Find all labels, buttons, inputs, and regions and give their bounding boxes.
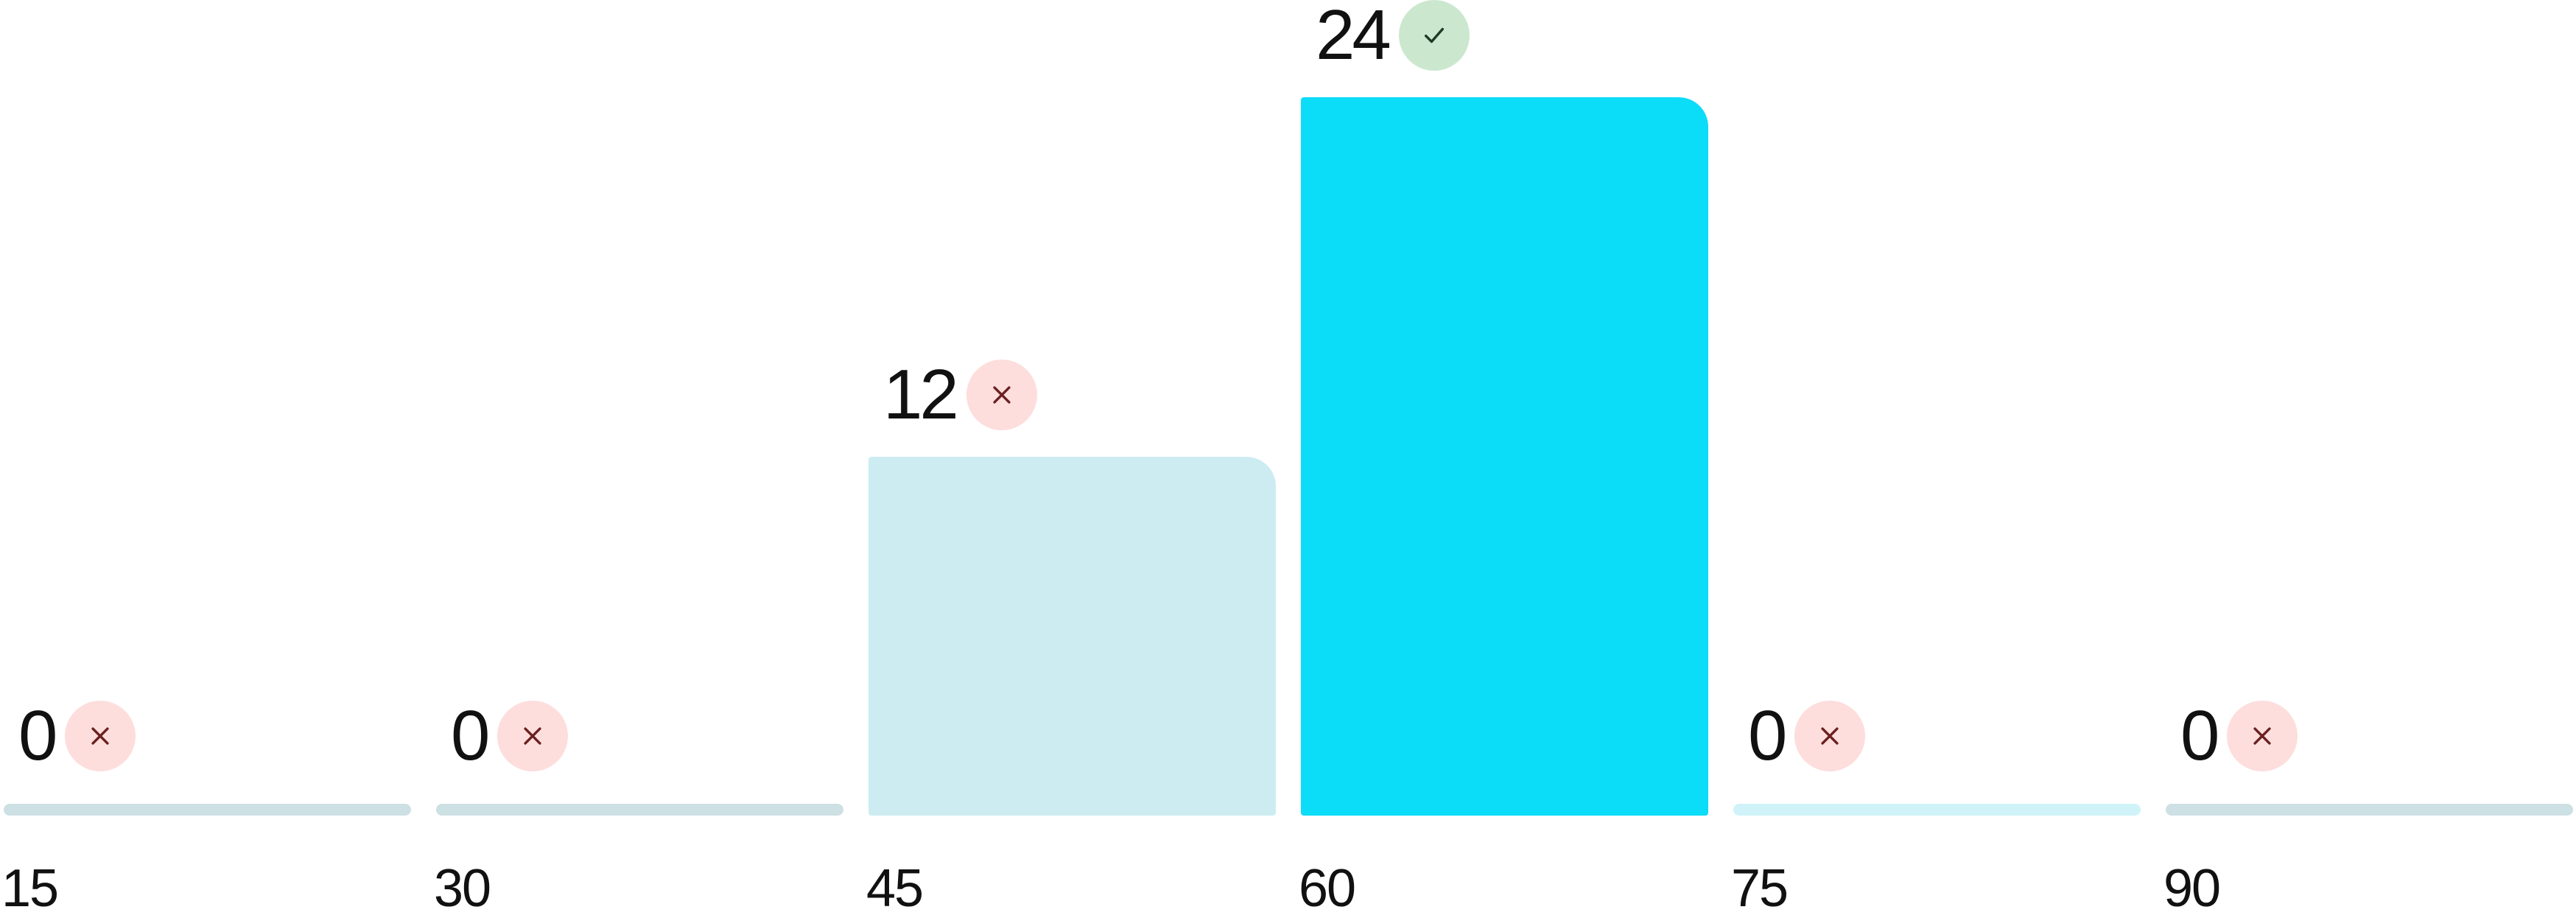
correct-badge — [1398, 0, 1470, 71]
bar-value-label: 0 — [2180, 701, 2298, 771]
bar[interactable] — [4, 804, 411, 816]
bar[interactable] — [436, 804, 843, 816]
bar-column-60 — [1301, 97, 1708, 816]
bar[interactable] — [868, 456, 1276, 816]
bar-column-75 — [1733, 804, 2141, 816]
x-tick-label: 15 — [1, 859, 59, 918]
close-icon — [989, 382, 1014, 407]
bar-column-45 — [868, 456, 1276, 816]
bar-value-text: 12 — [883, 354, 959, 434]
bar-column-30 — [436, 804, 843, 816]
incorrect-badge — [966, 359, 1037, 430]
close-icon — [2250, 723, 2275, 749]
bar[interactable] — [2166, 804, 2573, 816]
x-tick-label: 75 — [1731, 859, 1789, 918]
close-icon — [88, 723, 113, 749]
x-tick-label: 90 — [2163, 859, 2221, 918]
close-icon — [1817, 723, 1842, 749]
bar-value-label: 24 — [1316, 0, 1470, 71]
bar-value-text: 0 — [451, 696, 490, 775]
bar-value-label: 12 — [883, 354, 1037, 434]
incorrect-badge — [1794, 701, 1866, 771]
bar-value-text: 0 — [1748, 696, 1787, 775]
x-tick-label: 45 — [866, 859, 924, 918]
bar[interactable] — [1733, 804, 2141, 816]
incorrect-badge — [65, 701, 136, 771]
x-tick-label: 60 — [1299, 859, 1356, 918]
incorrect-badge — [2227, 701, 2298, 771]
bar[interactable] — [1301, 97, 1708, 816]
bar-value-text: 0 — [18, 696, 57, 775]
check-icon — [1422, 23, 1447, 48]
incorrect-badge — [497, 701, 569, 771]
close-icon — [520, 723, 545, 749]
bar-column-15 — [4, 804, 411, 816]
bar-value-text: 24 — [1316, 0, 1391, 74]
bar-value-label: 0 — [18, 701, 136, 771]
bar-column-90 — [2166, 804, 2573, 816]
bar-value-label: 0 — [1748, 696, 1866, 775]
x-tick-label: 30 — [434, 859, 491, 918]
bar-value-label: 0 — [451, 696, 569, 775]
bar-value-text: 0 — [2180, 696, 2219, 775]
